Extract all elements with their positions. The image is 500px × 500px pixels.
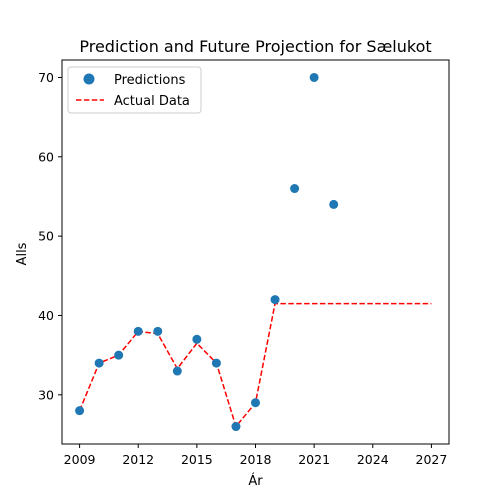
- data-point-prediction: [329, 199, 339, 209]
- data-point-prediction: [172, 366, 182, 376]
- x-tick-label: 2024: [357, 452, 389, 467]
- data-point-prediction: [153, 326, 163, 336]
- data-point-prediction: [211, 358, 221, 368]
- data-point-prediction: [192, 334, 202, 344]
- y-axis-label: Alls: [15, 242, 30, 265]
- data-point-prediction: [114, 350, 124, 360]
- x-tick-label: 2015: [181, 452, 213, 467]
- x-tick-label: 2027: [416, 452, 448, 467]
- legend-marker-predictions: [83, 73, 95, 85]
- data-point-prediction: [133, 326, 143, 336]
- legend-label-actual-data: Actual Data: [114, 94, 190, 109]
- x-axis-label: Ár: [248, 473, 263, 489]
- x-tick-label: 2021: [298, 452, 330, 467]
- data-point-prediction: [231, 422, 241, 432]
- chart-title: Prediction and Future Projection for Sæl…: [79, 37, 431, 56]
- x-tick-label: 2012: [122, 452, 154, 467]
- y-tick-label: 70: [38, 70, 54, 85]
- y-tick-label: 40: [38, 308, 54, 323]
- data-point-prediction: [290, 184, 300, 194]
- legend-label-predictions: Predictions: [114, 73, 186, 88]
- x-tick-label: 2018: [240, 452, 272, 467]
- plot-area: 2009 2012 2015 2018 2021 2024 2027 30 40 50 60 70: [38, 59, 450, 467]
- y-tick-label: 30: [38, 387, 54, 402]
- data-point-prediction: [94, 358, 104, 368]
- legend: Predictions Actual Data: [67, 66, 202, 114]
- data-point-prediction: [270, 295, 280, 305]
- data-point-prediction: [75, 406, 85, 416]
- x-tick-label: 2009: [64, 452, 96, 467]
- data-point-prediction: [309, 72, 319, 82]
- y-tick-label: 60: [38, 149, 54, 164]
- legend-frame: [67, 66, 202, 114]
- y-tick-label: 50: [38, 229, 54, 244]
- data-point-prediction: [251, 398, 260, 408]
